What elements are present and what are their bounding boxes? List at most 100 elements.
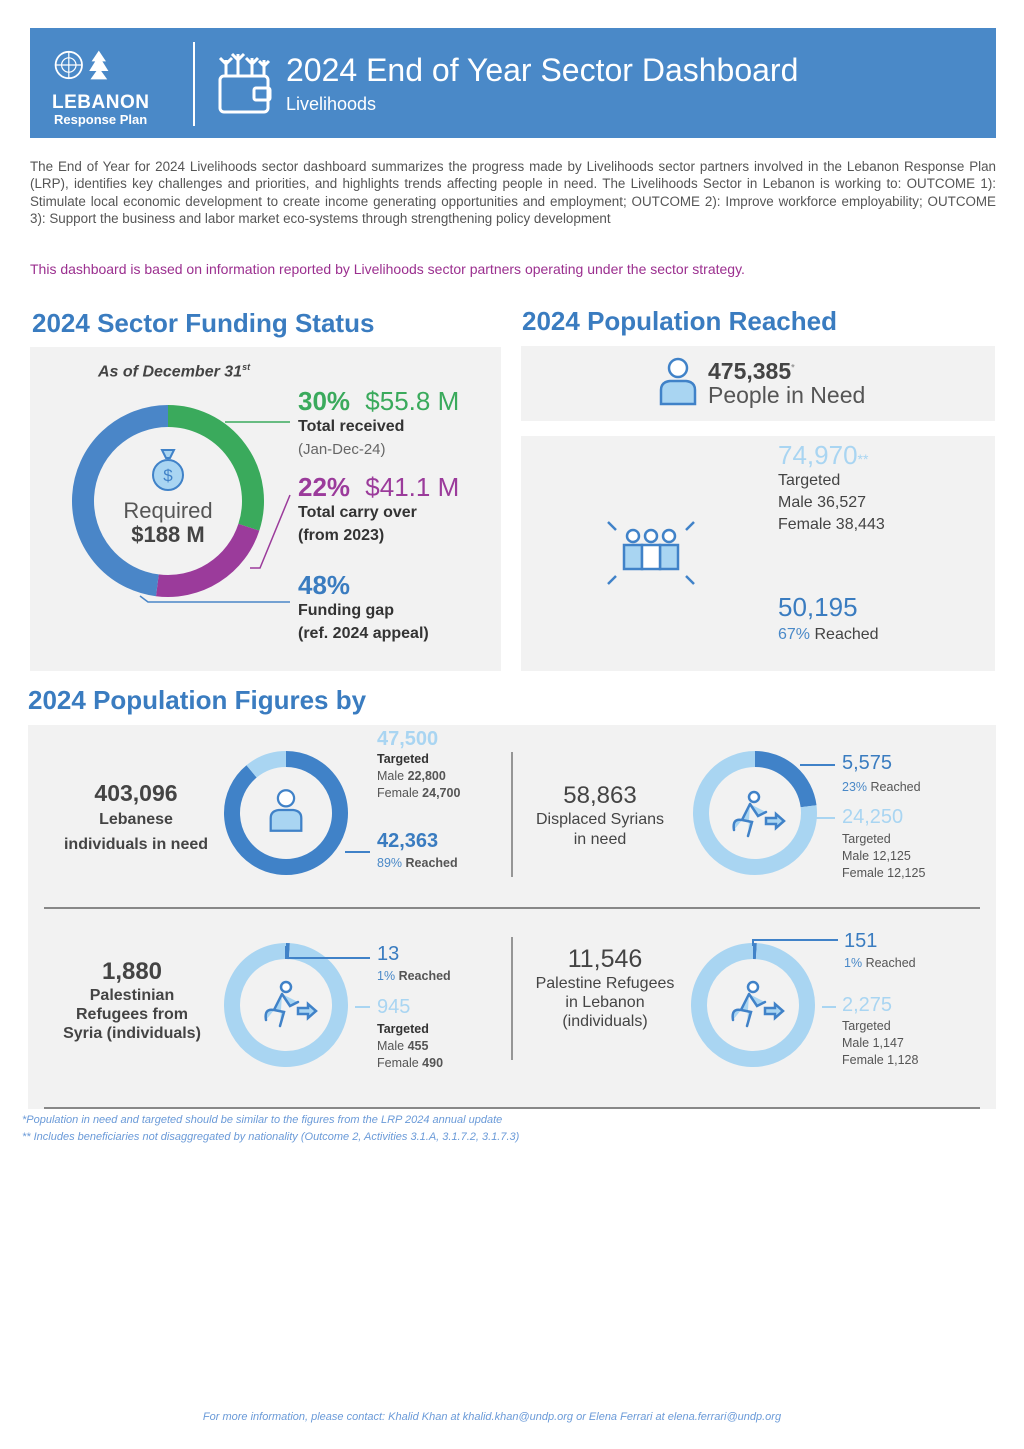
pin-value: 475,385* <box>708 358 795 385</box>
funding-section-title: 2024 Sector Funding Status <box>32 308 375 338</box>
lebanese-reached-row: 89% Reached <box>377 856 458 870</box>
received-period: (Jan-Dec-24) <box>298 441 386 458</box>
reached-label: Reached <box>398 969 451 983</box>
required-value: $188 M <box>131 522 205 547</box>
lebanese-donut <box>224 751 348 875</box>
funding-segment-total-received <box>167 405 264 531</box>
intro-paragraph: The End of Year for 2024 Livelihoods sec… <box>30 159 996 226</box>
lebanese-reached: 42,363 <box>377 830 439 852</box>
reached-targeted-value: 74,970** <box>778 440 868 471</box>
reached-female: Female 38,443 <box>778 516 885 533</box>
gap-sub: (ref. 2024 appeal) <box>298 625 429 642</box>
received-label: Total received <box>298 418 405 435</box>
lebanese-targeted-label: Targeted <box>377 752 429 766</box>
livelihoods-wallet-icon <box>218 52 272 114</box>
male-value: 22,800 <box>407 769 446 783</box>
group-people-icon <box>607 521 695 585</box>
lebanese-need: 403,096 Lebanese individuals in need <box>60 780 212 857</box>
pin-footnote-mark: * <box>791 362 795 373</box>
received-row: 30% $55.8 M <box>298 386 459 417</box>
prs-need: 1,880 Palestinian Refugees from Syria (i… <box>62 958 202 1043</box>
prl-need-label: Palestine Refugees in Lebanon (individua… <box>535 975 675 1030</box>
displaced-syrians-donut <box>693 751 817 875</box>
syrians-targeted-label: Targeted <box>842 832 891 846</box>
displaced-person-icon <box>732 790 786 838</box>
prl-reached-row: 1% Reached <box>844 956 916 970</box>
male-value: 12,125 <box>872 849 911 863</box>
syrians-female: Female 12,125 <box>842 866 925 880</box>
carry-sub: (from 2023) <box>298 527 385 544</box>
funding-panel <box>30 347 501 671</box>
reached-label: Reached <box>405 856 458 870</box>
lebanese-male: Male 22,800 <box>377 769 446 783</box>
prl-need-value: 11,546 <box>567 945 643 973</box>
prs-targeted-label: Targeted <box>377 1022 429 1036</box>
required-label: Required <box>123 498 213 523</box>
received-amount: $55.8 M <box>365 386 460 416</box>
gap-leader-line <box>139 595 290 603</box>
footnote-1: *Population in need and targeted should … <box>22 1114 503 1126</box>
lebanese-targeted: 47,500 <box>377 728 439 750</box>
displaced-syrians-segment-reached <box>754 751 817 808</box>
received-percent: 30% <box>298 386 351 416</box>
gap-percent: 48% <box>298 570 351 600</box>
female-label: Female <box>842 866 884 880</box>
male-label: Male <box>842 849 870 863</box>
female-value: 1,128 <box>887 1053 919 1067</box>
displaced-syrians-segment-not-reached <box>693 751 817 875</box>
funding-segment-funding-gap <box>72 405 169 597</box>
female-label: Female <box>377 786 419 800</box>
reached-percent: 1% <box>377 969 396 983</box>
pin-panel <box>521 346 995 421</box>
funding-segment-total-carry-over <box>155 523 260 597</box>
female-label: Female <box>842 1053 884 1067</box>
lebanese-need-label: Lebanese individuals in need <box>63 811 209 853</box>
prl-segment-not-reached <box>691 943 815 1067</box>
un-lebanon-logo-icon <box>54 50 109 80</box>
as-of-sup: st <box>242 362 251 372</box>
syrians-need: 58,863 Displaced Syrians in need <box>530 782 670 850</box>
header-banner: LEBANON Response Plan 2024 End of Year S… <box>30 28 996 138</box>
header-divider <box>193 42 195 126</box>
sector-name: Livelihoods <box>286 94 377 114</box>
person-icon <box>659 357 697 406</box>
targeted-footnote-mark: ** <box>857 451 869 467</box>
contact-info: For more information, please contact: Kh… <box>202 1411 782 1423</box>
reached-label: Reached <box>814 626 879 643</box>
female-label: Female <box>377 1056 419 1070</box>
male-label: Male <box>377 769 405 783</box>
reached-label: Reached <box>865 956 916 970</box>
lebanese-need-value: 403,096 <box>94 780 178 806</box>
lebanese-female: Female 24,700 <box>377 786 460 800</box>
as-of-text: As of December 31 <box>98 363 243 381</box>
page-title: 2024 End of Year Sector Dashboard <box>286 52 799 88</box>
female-value: 490 <box>422 1056 444 1070</box>
gap-label: Funding gap <box>298 602 394 619</box>
reached-percent: 23% <box>842 780 868 794</box>
male-value: 1,147 <box>872 1036 904 1050</box>
female-value: 12,125 <box>887 866 926 880</box>
carry-label: Total carry over <box>298 504 417 521</box>
prl-need: 11,546 Palestine Refugees in Lebanon (in… <box>535 945 675 1031</box>
person-icon <box>269 789 303 832</box>
prl-donut <box>691 943 815 1067</box>
reached-percent-row: 67% Reached <box>778 626 879 644</box>
syrians-male: Male 12,125 <box>842 849 911 863</box>
footnote-2: ** Includes beneficiaries not disaggrega… <box>22 1131 520 1143</box>
reached-panel <box>521 436 995 671</box>
displaced-person-icon <box>264 980 318 1028</box>
reached-percent: 89% <box>377 856 403 870</box>
syrians-reached: 5,575 <box>842 752 893 774</box>
male-label: Male <box>842 1036 870 1050</box>
carry-row: 22% $41.1 M <box>298 472 459 503</box>
male-label: Male <box>377 1039 405 1053</box>
prs-reached-row: 1% Reached <box>377 969 451 983</box>
figures-section-title: 2024 Population Figures by <box>28 685 367 715</box>
displaced-person-icon <box>731 980 785 1028</box>
reached-percent: 1% <box>844 956 863 970</box>
svg-text:$: $ <box>163 466 173 485</box>
reached-targeted-label: Targeted <box>778 472 841 489</box>
lebanese-segment-not-reached <box>246 751 287 778</box>
logo-text-response-plan: Response Plan <box>54 112 148 127</box>
prs-reached-leader-line <box>285 946 370 959</box>
